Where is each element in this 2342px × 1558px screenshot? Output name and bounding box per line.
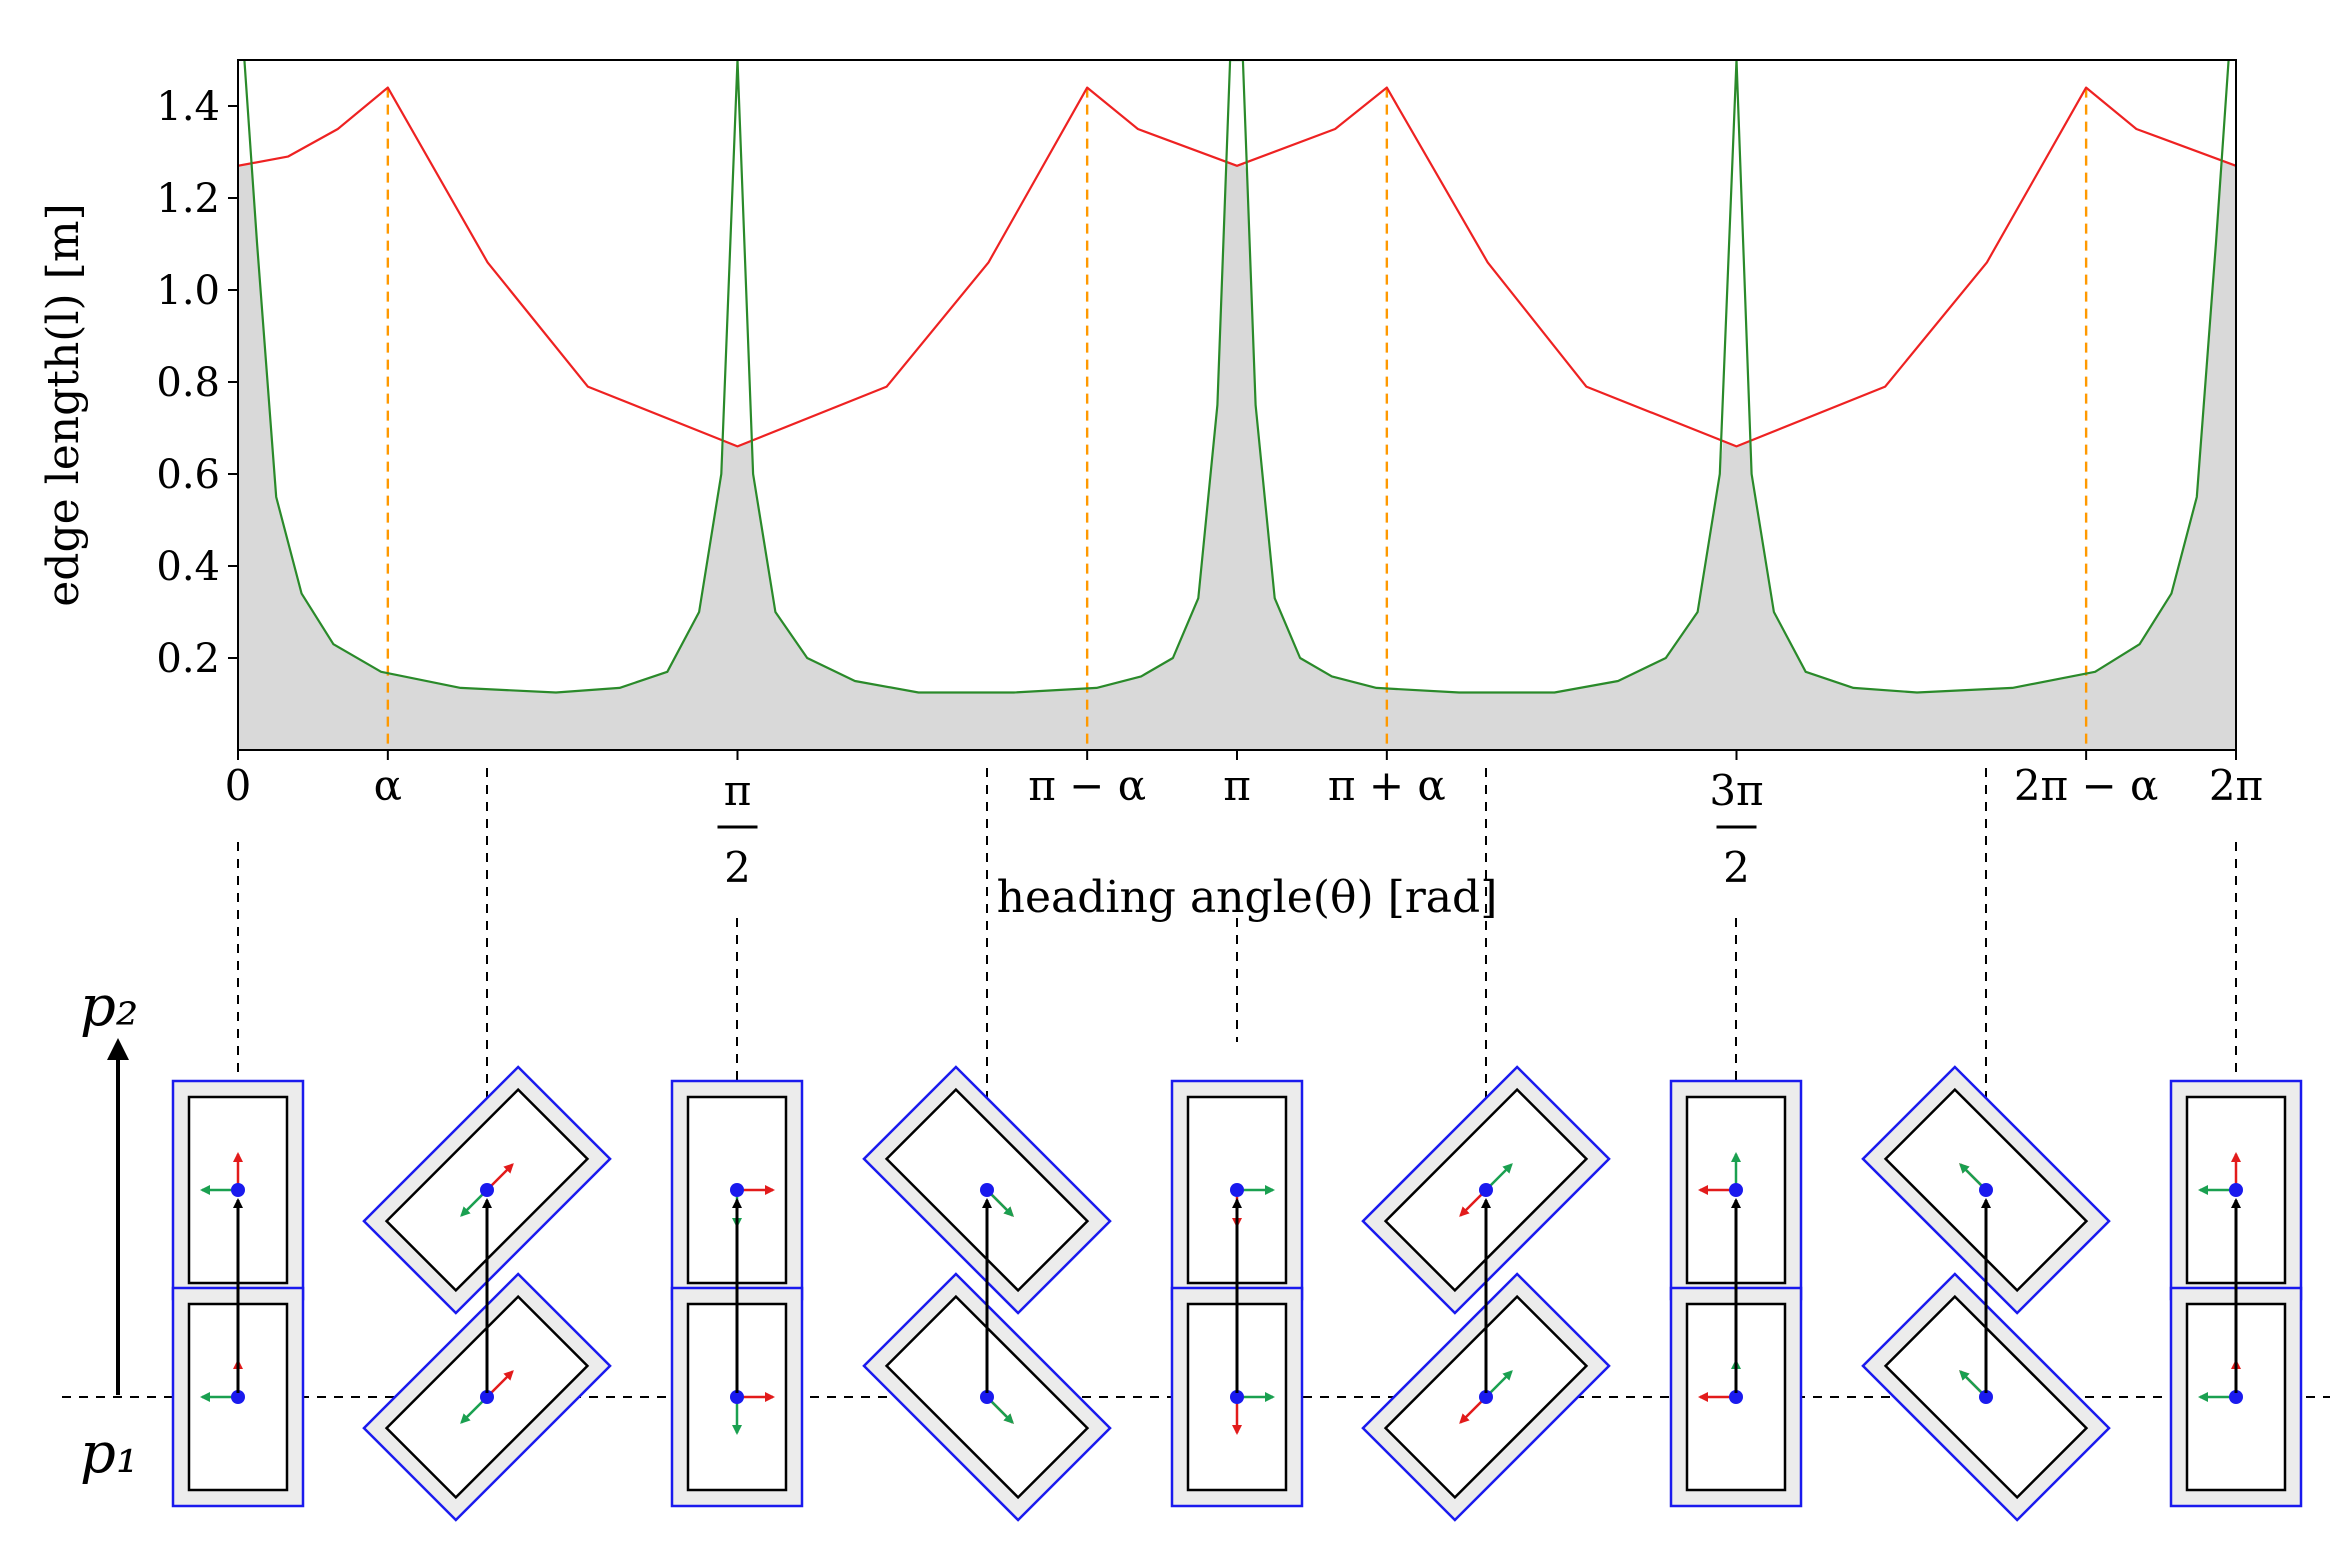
x-axis-label: heading angle(θ) [rad] (997, 872, 1498, 923)
x-tick-label: 0 (225, 761, 252, 810)
vehicle-pair (1861, 1065, 2111, 1522)
vehicle-pair (1170, 1079, 1304, 1508)
x-tick-denominator: 2 (1723, 843, 1750, 892)
reference-point (2229, 1390, 2243, 1404)
reference-point (2229, 1183, 2243, 1197)
reference-point (231, 1183, 245, 1197)
vehicle-pair (1669, 1079, 1803, 1508)
reference-point (980, 1390, 994, 1404)
y-tick-label: 1.2 (156, 176, 220, 222)
reference-point (1230, 1183, 1244, 1197)
reference-point (1979, 1183, 1993, 1197)
reference-point (1729, 1183, 1743, 1197)
vehicle-pair (171, 1079, 305, 1508)
vehicle-pair (2169, 1079, 2303, 1508)
reference-point (1479, 1390, 1493, 1404)
vehicle-diagram: p₂ p₁ (62, 974, 2330, 1522)
series-line-1 (238, 86, 2236, 448)
reference-point (730, 1183, 744, 1197)
y-tick-label: 0.4 (156, 544, 220, 590)
reference-point (730, 1390, 744, 1404)
x-tick-label: α (374, 761, 402, 810)
y-tick-label: 0.6 (156, 452, 220, 498)
reference-point (1230, 1390, 1244, 1404)
p1-label: p₁ (80, 1421, 138, 1486)
x-tick-denominator: 2 (724, 843, 751, 892)
reference-point (1729, 1390, 1743, 1404)
reference-point (480, 1390, 494, 1404)
reference-point (231, 1390, 245, 1404)
x-tick-label: 2π − α (2014, 761, 2159, 810)
reference-point (1979, 1390, 1993, 1404)
alpha-guides (386, 87, 2088, 750)
x-tick-label: π + α (1328, 761, 1446, 810)
x-tick-label: π (724, 766, 752, 815)
y-axis: 0.2 0.4 0.6 0.8 1.0 1.2 1.4 (156, 84, 238, 682)
vehicle-pair (670, 1079, 804, 1508)
p2-label: p₂ (80, 974, 138, 1039)
x-tick-label: 2π (2209, 761, 2263, 810)
y-tick-label: 0.2 (156, 636, 220, 682)
x-tick-label: π − α (1028, 761, 1146, 810)
y-tick-label: 1.0 (156, 268, 220, 314)
vehicle-pair (362, 1065, 612, 1522)
y-axis-label: edge length(l) [m] (38, 203, 89, 606)
reference-point (480, 1183, 494, 1197)
y-tick-label: 0.8 (156, 360, 220, 406)
reference-point (1479, 1183, 1493, 1197)
series-line-2 (243, 60, 2230, 694)
x-tick-label: 3π (1709, 766, 1763, 815)
y-tick-label: 1.4 (156, 84, 220, 130)
vehicle-pair (1361, 1065, 1611, 1522)
shaded-region (238, 160, 2236, 750)
reference-point (980, 1183, 994, 1197)
vehicle-pair (862, 1065, 1112, 1522)
x-tick-label: π (1223, 761, 1251, 810)
